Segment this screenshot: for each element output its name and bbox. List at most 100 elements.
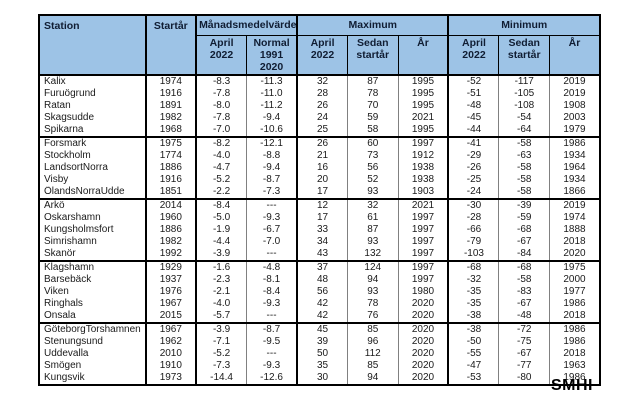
cell-start-year: 1851 bbox=[144, 185, 197, 199]
table-row: Onsala 2015 -5.7 --- 42 76 2020 -38 -48 2018 bbox=[39, 309, 600, 323]
table-row: Oskarshamn 1960 -5.0 -9.3 17 61 1997 -28 -59 1974 bbox=[39, 211, 600, 224]
cell-max-april: 39 bbox=[296, 335, 348, 348]
table-row: Ratan 1891 -8.0 -11.2 26 70 1995 -48 -108 1908 bbox=[39, 99, 600, 112]
cell-mm-april: -5.0 bbox=[195, 211, 247, 224]
cell-max-since: 58 bbox=[347, 123, 398, 137]
cell-max-year: 2020 bbox=[397, 297, 449, 310]
column-header-mm-april: April 2022 bbox=[195, 34, 248, 76]
cell-min-year: 1866 bbox=[548, 185, 600, 199]
column-header-max-april: April 2022 bbox=[296, 34, 349, 76]
cell-min-year: 1977 bbox=[548, 285, 600, 298]
cell-min-since: -83 bbox=[498, 285, 550, 298]
cell-min-since: -64 bbox=[498, 123, 550, 137]
cell-start-year: 1975 bbox=[144, 135, 197, 150]
cell-max-april: 30 bbox=[296, 371, 348, 385]
cell-mm-april: -5.2 bbox=[195, 173, 247, 186]
cell-min-since: -58 bbox=[498, 273, 550, 286]
cell-station: Kungsvik bbox=[44, 371, 85, 383]
cell-station: GöteborgTorshamnen bbox=[39, 321, 146, 336]
table-row: GöteborgTorshamnen 1967 -3.9 -8.7 45 85 2020 -3… bbox=[39, 321, 600, 336]
cell-min-april: -35 bbox=[447, 285, 499, 298]
cell-min-since: -48 bbox=[498, 309, 550, 323]
cell-mm-april: -2.3 bbox=[195, 273, 247, 286]
cell-max-april: 42 bbox=[296, 297, 348, 310]
cell-station: Skagsudde bbox=[44, 111, 95, 123]
cell-start-year: 1937 bbox=[144, 273, 197, 286]
cell-max-since: 85 bbox=[347, 321, 398, 336]
table-row: Skanör 1992 -3.9 --- 43 132 1997 -103 -84 2020 bbox=[39, 247, 600, 261]
cell-min-april: -53 bbox=[447, 371, 499, 385]
column-header-station: Station bbox=[38, 14, 147, 76]
cell-min-year: 1963 bbox=[548, 359, 600, 372]
cell-mm-normal: -8.8 bbox=[246, 149, 298, 162]
cell-max-since: 96 bbox=[347, 335, 398, 348]
cell-min-since: -58 bbox=[498, 173, 550, 186]
table-row: Ringhals 1967 -4.0 -9.3 42 78 2020 -35 -67 1986 bbox=[39, 297, 600, 310]
cell-min-april: -79 bbox=[447, 235, 499, 248]
cell-mm-normal: --- bbox=[246, 347, 298, 360]
cell-min-year: 1934 bbox=[548, 173, 600, 186]
cell-station: Spikarna bbox=[44, 123, 84, 135]
cell-max-april: 17 bbox=[296, 211, 348, 224]
cell-mm-april: -4.4 bbox=[195, 235, 247, 248]
cell-min-april: -28 bbox=[447, 211, 499, 224]
cell-min-april: -45 bbox=[447, 111, 499, 124]
cell-mm-april: -5.2 bbox=[195, 347, 247, 360]
cell-start-year: 1982 bbox=[144, 235, 197, 248]
table-row: Kungsholmsfort 1886 -1.9 -6.7 33 87 1997 -66 -68… bbox=[39, 223, 600, 236]
cell-max-april: 28 bbox=[296, 87, 348, 100]
cell-min-april: -32 bbox=[447, 273, 499, 286]
cell-mm-april: -2.1 bbox=[195, 285, 247, 298]
cell-max-year: 1997 bbox=[397, 235, 449, 248]
cell-min-since: -80 bbox=[498, 371, 550, 385]
cell-station: ÖlandsNorraUdde bbox=[44, 185, 125, 197]
cell-start-year: 1916 bbox=[144, 87, 197, 100]
cell-start-year: 1973 bbox=[144, 371, 197, 385]
cell-max-year: 2020 bbox=[397, 335, 449, 348]
column-header-min-since: Sedan startår bbox=[498, 34, 550, 76]
cell-max-year: 2021 bbox=[397, 197, 449, 212]
cell-start-year: 1886 bbox=[144, 223, 197, 236]
table-row: Barsebäck 1937 -2.3 -8.1 48 94 1997 -32 -58 2000 bbox=[39, 273, 600, 286]
cell-start-year: 1774 bbox=[144, 149, 197, 162]
cell-min-april: -35 bbox=[447, 297, 499, 310]
cell-station: Stenungsund bbox=[44, 335, 103, 347]
cell-min-year: 2019 bbox=[548, 74, 600, 88]
cell-station: Uddevalla bbox=[44, 347, 89, 359]
cell-mm-april: -14.4 bbox=[195, 371, 247, 385]
cell-max-april: 21 bbox=[296, 149, 348, 162]
cell-mm-april: -7.3 bbox=[195, 359, 247, 372]
cell-max-since: 61 bbox=[347, 211, 398, 224]
cell-min-since: -105 bbox=[498, 87, 550, 100]
cell-max-april: 34 bbox=[296, 235, 348, 248]
cell-mm-normal: -9.3 bbox=[246, 211, 298, 224]
cell-max-year: 2020 bbox=[397, 371, 449, 385]
table-row: Viken 1976 -2.1 -8.4 56 93 1980 -35 -83 1977 bbox=[39, 285, 600, 298]
cell-min-since: -54 bbox=[498, 111, 550, 124]
cell-max-since: 94 bbox=[347, 273, 398, 286]
cell-station: Skanör bbox=[44, 247, 76, 259]
cell-station: Visby bbox=[44, 173, 69, 185]
table-row: Simrishamn 1982 -4.4 -7.0 34 93 1997 -79 -67 2018 bbox=[39, 235, 600, 248]
cell-start-year: 1886 bbox=[144, 161, 197, 174]
cell-min-april: -24 bbox=[447, 185, 499, 199]
table-body: Kalix 1974 -8.3 -11.3 32 87 1995 -52 -117 2019 Fur… bbox=[39, 74, 600, 385]
cell-start-year: 2015 bbox=[144, 309, 197, 323]
cell-max-since: 93 bbox=[347, 185, 398, 199]
cell-mm-normal: -10.6 bbox=[246, 123, 298, 137]
cell-max-since: 87 bbox=[347, 74, 398, 88]
cell-max-year: 1938 bbox=[397, 161, 449, 174]
cell-min-year: 1908 bbox=[548, 99, 600, 112]
cell-min-april: -51 bbox=[447, 87, 499, 100]
cell-mm-normal: -11.2 bbox=[246, 99, 298, 112]
cell-max-since: 94 bbox=[347, 371, 398, 385]
cell-max-since: 78 bbox=[347, 297, 398, 310]
cell-mm-normal: -12.6 bbox=[246, 371, 298, 385]
cell-start-year: 1982 bbox=[144, 111, 197, 124]
cell-station: Ringhals bbox=[44, 297, 83, 309]
cell-max-since: 112 bbox=[347, 347, 398, 360]
cell-max-year: 1997 bbox=[397, 211, 449, 224]
cell-min-year: 1974 bbox=[548, 211, 600, 224]
cell-mm-april: -7.8 bbox=[195, 87, 247, 100]
